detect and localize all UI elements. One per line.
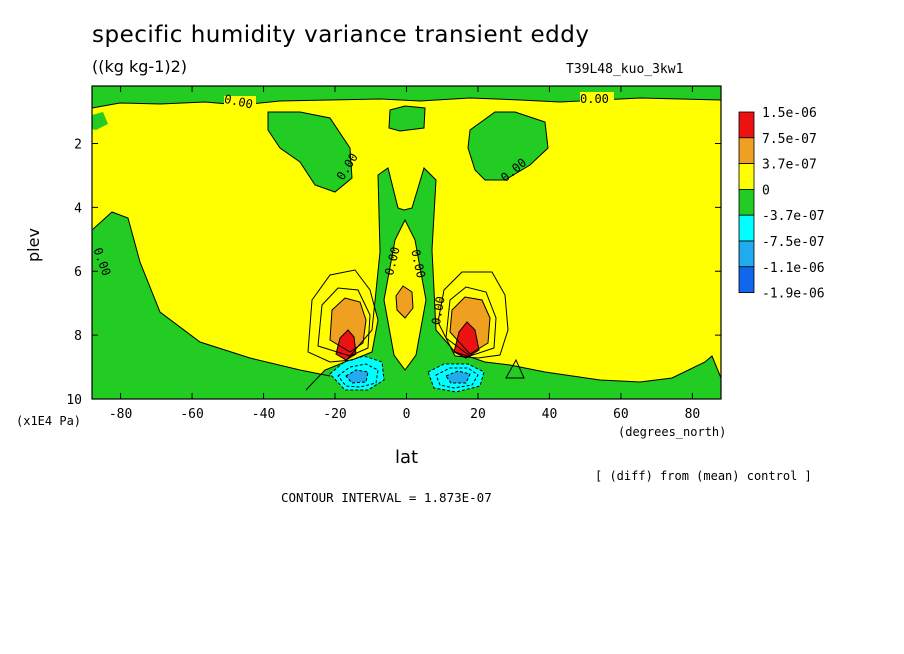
y-tick-label: 2 (74, 137, 82, 152)
region-orange-center (396, 286, 413, 318)
x-tick-label: -40 (252, 407, 275, 422)
label-backing (580, 92, 614, 104)
legend-swatch (738, 163, 755, 190)
contour-label: 0.00 (429, 295, 448, 326)
contour-line (92, 211, 331, 377)
legend-label: 7.5e-07 (762, 132, 817, 147)
contour-label: 0.00 (580, 92, 609, 106)
x-tick-label: -60 (180, 407, 203, 422)
contour-interval: CONTOUR INTERVAL = 1.873E-07 (281, 490, 492, 505)
contour-line-negative (337, 363, 379, 388)
contour-line (437, 271, 509, 359)
x-tick-label: 0 (403, 407, 411, 422)
diff-note: [ (diff) from (mean) control ] (595, 469, 812, 483)
contour-line (317, 287, 371, 357)
x-tick-label: 80 (685, 407, 701, 422)
contour-line (449, 296, 491, 355)
x-tick-label: 20 (470, 407, 486, 422)
y-axis: 2 4 6 8 10 (66, 137, 721, 408)
legend-swatch (738, 214, 755, 242)
y-tick-label: 10 (66, 393, 82, 408)
contour-line (307, 269, 379, 363)
contour-line (329, 297, 367, 353)
y-tick-label: 4 (74, 201, 82, 216)
chart-units: ((kg kg-1)2) (92, 57, 188, 76)
contour-line-negative (427, 363, 485, 393)
region-negative-upper-left (268, 112, 352, 192)
x-axis-units: (degrees_north) (618, 425, 727, 439)
legend-label: 0 (762, 183, 770, 198)
y-axis-units: (x1E4 Pa) (16, 414, 82, 428)
negative-contours (329, 355, 485, 393)
y-tick-label: 8 (74, 329, 82, 344)
legend-swatch (738, 188, 755, 216)
legend-label: 1.5e-06 (762, 106, 817, 121)
plot-area (92, 86, 721, 399)
legend-label: -7.5e-07 (762, 235, 825, 250)
x-tick-label: -20 (323, 407, 346, 422)
legend: 1.5e-06 7.5e-07 3.7e-07 0 -3.7e-07 -7.5e-07 -1… (738, 106, 825, 302)
x-tick-label: 60 (613, 407, 629, 422)
legend-label: 3.7e-07 (762, 158, 817, 173)
x-axis: -80 -60 -40 -20 0 20 40 60 80 (109, 86, 700, 422)
legend-swatch (738, 137, 755, 165)
x-tick-label: -80 (109, 407, 132, 422)
contour-label: 0.00 (223, 92, 254, 112)
contour-line (467, 111, 549, 181)
contour-line (305, 167, 721, 391)
contour-label: 0.00 (382, 245, 403, 276)
label-backing (224, 96, 256, 108)
contour-line (453, 321, 480, 359)
legend-swatch (738, 240, 755, 268)
legend-label: -1.1e-06 (762, 261, 825, 276)
legend-swatch (738, 111, 755, 139)
legend-label: -1.9e-06 (762, 287, 825, 302)
x-axis-label: lat (395, 447, 419, 468)
contour-label: 0.00 (408, 248, 428, 279)
contour-line-negative (435, 367, 479, 389)
region-negative-left-side (92, 212, 330, 399)
contour-line (335, 329, 357, 361)
legend-label: -3.7e-07 (762, 209, 825, 224)
chart-title: specific humidity variance transient edd… (92, 22, 590, 48)
y-tick-label: 6 (74, 265, 82, 280)
region-negative-upper-center (389, 106, 425, 131)
region-orange-left (330, 298, 366, 352)
contour-line (388, 105, 426, 132)
contour-line (395, 285, 414, 319)
contour-line-negative (445, 370, 471, 384)
region-negative-left-top (92, 112, 108, 130)
region-negative-upper-right (468, 112, 548, 180)
x-tick-label: 40 (542, 407, 558, 422)
contour-line (383, 218, 427, 371)
contour-line (267, 111, 353, 193)
contour-line-negative (329, 355, 385, 391)
contour-line (445, 286, 497, 357)
legend-swatch (738, 266, 755, 293)
run-label: T39L48_kuo_3kw1 (566, 62, 684, 77)
contour-line (505, 358, 525, 379)
